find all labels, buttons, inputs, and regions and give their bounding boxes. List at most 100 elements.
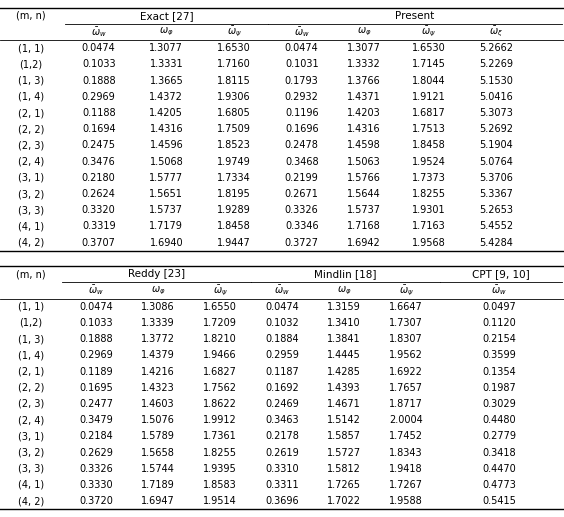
Text: 0.3479: 0.3479 <box>79 415 113 425</box>
Text: 1.4445: 1.4445 <box>327 351 361 360</box>
Text: 0.3311: 0.3311 <box>265 480 299 490</box>
Text: 0.1189: 0.1189 <box>79 367 113 376</box>
Text: 1.3665: 1.3665 <box>149 75 183 86</box>
Text: Present: Present <box>395 11 435 21</box>
Text: 0.2619: 0.2619 <box>265 448 299 458</box>
Text: 1.3766: 1.3766 <box>347 75 381 86</box>
Text: 1.9289: 1.9289 <box>217 205 251 215</box>
Text: 0.2478: 0.2478 <box>285 141 319 150</box>
Text: 0.3696: 0.3696 <box>265 496 299 506</box>
Text: 1.4596: 1.4596 <box>149 141 183 150</box>
Text: 0.2178: 0.2178 <box>265 431 299 442</box>
Text: 0.1032: 0.1032 <box>265 318 299 328</box>
Text: 0.1884: 0.1884 <box>265 334 299 344</box>
Text: 0.3418: 0.3418 <box>482 448 516 458</box>
Text: 0.3330: 0.3330 <box>79 480 113 490</box>
Text: 1.9466: 1.9466 <box>203 351 237 360</box>
Text: (2, 1): (2, 1) <box>18 108 44 118</box>
Text: 0.2180: 0.2180 <box>82 173 116 183</box>
Text: 5.1530: 5.1530 <box>479 75 513 86</box>
Text: 1.3159: 1.3159 <box>327 302 361 312</box>
Text: (3, 3): (3, 3) <box>18 205 44 215</box>
Text: 1.5812: 1.5812 <box>327 464 361 474</box>
Text: 1.4316: 1.4316 <box>149 124 183 134</box>
Text: 1.7160: 1.7160 <box>217 59 251 69</box>
Text: 1.7562: 1.7562 <box>203 383 237 393</box>
Text: 0.3029: 0.3029 <box>482 399 516 409</box>
Text: 1.5737: 1.5737 <box>149 205 183 215</box>
Text: (3, 2): (3, 2) <box>18 448 44 458</box>
Text: 1.8523: 1.8523 <box>217 141 251 150</box>
Text: 1.7265: 1.7265 <box>327 480 361 490</box>
Text: 1.5063: 1.5063 <box>347 157 381 166</box>
Text: (3, 1): (3, 1) <box>18 173 44 183</box>
Text: 1.8255: 1.8255 <box>203 448 237 458</box>
Text: 1.8044: 1.8044 <box>412 75 446 86</box>
Text: $\bar{\omega}_\psi$: $\bar{\omega}_\psi$ <box>421 25 436 39</box>
Text: 1.6827: 1.6827 <box>203 367 237 376</box>
Text: 1.6947: 1.6947 <box>141 496 175 506</box>
Text: 1.7163: 1.7163 <box>412 221 446 232</box>
Text: 0.2969: 0.2969 <box>79 351 113 360</box>
Text: 0.0474: 0.0474 <box>82 43 116 53</box>
Text: (3, 3): (3, 3) <box>18 464 44 474</box>
Text: 5.4284: 5.4284 <box>479 238 513 248</box>
Text: 1.5766: 1.5766 <box>347 173 381 183</box>
Text: (2, 4): (2, 4) <box>18 157 44 166</box>
Text: 0.2932: 0.2932 <box>285 92 319 102</box>
Text: 1.3332: 1.3332 <box>347 59 381 69</box>
Text: 1.9447: 1.9447 <box>217 238 251 248</box>
Text: 0.5415: 0.5415 <box>482 496 516 506</box>
Text: (4, 1): (4, 1) <box>18 480 44 490</box>
Text: 5.1904: 5.1904 <box>479 141 513 150</box>
Text: 1.3841: 1.3841 <box>327 334 361 344</box>
Text: 1.9395: 1.9395 <box>203 464 237 474</box>
Text: 0.1888: 0.1888 <box>79 334 113 344</box>
Text: 1.7209: 1.7209 <box>203 318 237 328</box>
Text: (1, 3): (1, 3) <box>18 75 44 86</box>
Text: 0.3319: 0.3319 <box>82 221 116 232</box>
Text: 5.2692: 5.2692 <box>479 124 513 134</box>
Text: 0.3599: 0.3599 <box>482 351 516 360</box>
Text: 1.6922: 1.6922 <box>389 367 423 376</box>
Text: 1.9514: 1.9514 <box>203 496 237 506</box>
Text: 1.7307: 1.7307 <box>389 318 423 328</box>
Text: 5.3367: 5.3367 <box>479 189 513 199</box>
Text: (m, n): (m, n) <box>16 269 46 279</box>
Text: 1.4671: 1.4671 <box>327 399 361 409</box>
Text: 1.5644: 1.5644 <box>347 189 381 199</box>
Text: 1.7145: 1.7145 <box>412 59 446 69</box>
Text: 1.8622: 1.8622 <box>203 399 237 409</box>
Text: 1.3772: 1.3772 <box>141 334 175 344</box>
Text: CPT [9, 10]: CPT [9, 10] <box>472 269 530 279</box>
Text: 0.2779: 0.2779 <box>482 431 516 442</box>
Text: 1.7189: 1.7189 <box>141 480 175 490</box>
Text: 1.9301: 1.9301 <box>412 205 446 215</box>
Text: 1.5076: 1.5076 <box>141 415 175 425</box>
Text: 1.5789: 1.5789 <box>141 431 175 442</box>
Text: $\bar{\omega}_w$: $\bar{\omega}_w$ <box>91 25 107 39</box>
Text: 0.1692: 0.1692 <box>265 383 299 393</box>
Text: $\bar{\omega}_w$: $\bar{\omega}_w$ <box>274 284 290 297</box>
Text: (3, 1): (3, 1) <box>18 431 44 442</box>
Text: (2, 3): (2, 3) <box>18 399 44 409</box>
Text: Exact [27]: Exact [27] <box>139 11 193 21</box>
Text: 0.1120: 0.1120 <box>482 318 516 328</box>
Text: 0.0474: 0.0474 <box>285 43 319 53</box>
Text: 1.5737: 1.5737 <box>347 205 381 215</box>
Text: (1, 4): (1, 4) <box>18 92 44 102</box>
Text: 1.7334: 1.7334 <box>217 173 251 183</box>
Text: 1.8458: 1.8458 <box>412 141 446 150</box>
Text: 1.4216: 1.4216 <box>141 367 175 376</box>
Text: 1.5777: 1.5777 <box>149 173 183 183</box>
Text: $\bar{\omega}_w$: $\bar{\omega}_w$ <box>491 284 507 297</box>
Text: 1.8343: 1.8343 <box>389 448 423 458</box>
Text: 1.8583: 1.8583 <box>203 480 237 490</box>
Text: 1.3077: 1.3077 <box>347 43 381 53</box>
Text: 1.8195: 1.8195 <box>217 189 251 199</box>
Text: $\omega_\varphi$: $\omega_\varphi$ <box>356 26 371 38</box>
Text: (m, n): (m, n) <box>16 11 46 21</box>
Text: 0.2154: 0.2154 <box>482 334 516 344</box>
Text: 1.8115: 1.8115 <box>217 75 251 86</box>
Text: 1.6817: 1.6817 <box>412 108 446 118</box>
